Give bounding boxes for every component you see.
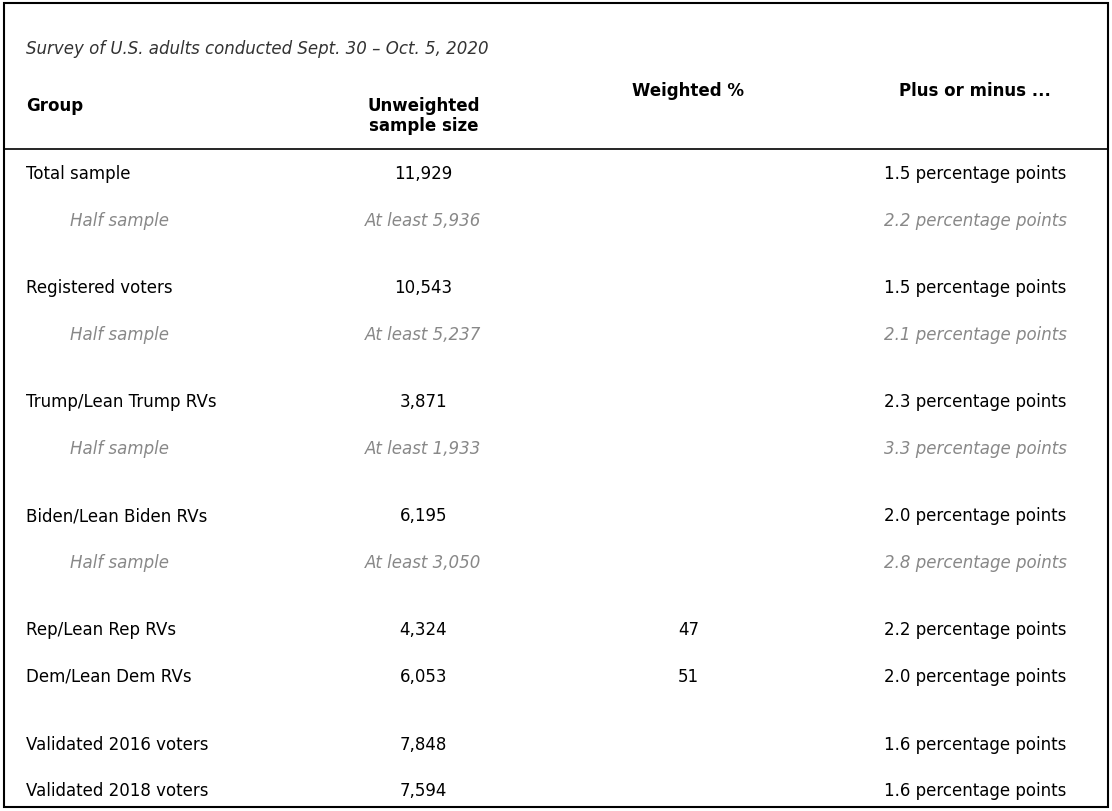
- Text: 4,324: 4,324: [399, 620, 447, 638]
- Text: Half sample: Half sample: [70, 553, 169, 571]
- Text: At least 3,050: At least 3,050: [366, 553, 481, 571]
- Text: 3.3 percentage points: 3.3 percentage points: [884, 440, 1066, 457]
- Text: 1.5 percentage points: 1.5 percentage points: [884, 279, 1066, 297]
- Text: 6,195: 6,195: [400, 507, 447, 525]
- Text: 2.2 percentage points: 2.2 percentage points: [884, 620, 1066, 638]
- Text: 2.2 percentage points: 2.2 percentage points: [884, 211, 1066, 230]
- Text: At least 5,237: At least 5,237: [366, 325, 481, 343]
- Text: 7,848: 7,848: [400, 735, 447, 753]
- Text: 2.0 percentage points: 2.0 percentage points: [884, 667, 1066, 685]
- Text: Half sample: Half sample: [70, 211, 169, 230]
- Text: Survey of U.S. adults conducted Sept. 30 – Oct. 5, 2020: Survey of U.S. adults conducted Sept. 30…: [27, 41, 489, 58]
- Text: Half sample: Half sample: [70, 440, 169, 457]
- Text: 2.0 percentage points: 2.0 percentage points: [884, 507, 1066, 525]
- Text: 7,594: 7,594: [400, 781, 447, 799]
- Text: Total sample: Total sample: [27, 165, 131, 182]
- Text: 11,929: 11,929: [395, 165, 453, 182]
- Text: Dem/Lean Dem RVs: Dem/Lean Dem RVs: [27, 667, 192, 685]
- Text: 10,543: 10,543: [395, 279, 453, 297]
- Text: Validated 2018 voters: Validated 2018 voters: [27, 781, 209, 799]
- Text: 47: 47: [678, 620, 699, 638]
- Text: 6,053: 6,053: [400, 667, 447, 685]
- Text: Rep/Lean Rep RVs: Rep/Lean Rep RVs: [27, 620, 177, 638]
- Text: Plus or minus ...: Plus or minus ...: [900, 82, 1051, 100]
- Text: Group: Group: [27, 97, 83, 114]
- Text: Biden/Lean Biden RVs: Biden/Lean Biden RVs: [27, 507, 208, 525]
- Text: 2.8 percentage points: 2.8 percentage points: [884, 553, 1066, 571]
- Text: Unweighted
sample size: Unweighted sample size: [367, 97, 479, 135]
- Text: Half sample: Half sample: [70, 325, 169, 343]
- Text: Trump/Lean Trump RVs: Trump/Lean Trump RVs: [27, 393, 217, 410]
- Text: Validated 2016 voters: Validated 2016 voters: [27, 735, 209, 753]
- Text: Registered voters: Registered voters: [27, 279, 172, 297]
- Text: 2.3 percentage points: 2.3 percentage points: [884, 393, 1066, 410]
- Text: 1.6 percentage points: 1.6 percentage points: [884, 781, 1066, 799]
- Text: 1.6 percentage points: 1.6 percentage points: [884, 735, 1066, 753]
- Text: 51: 51: [678, 667, 699, 685]
- Text: At least 5,936: At least 5,936: [366, 211, 481, 230]
- Text: At least 1,933: At least 1,933: [366, 440, 481, 457]
- Text: 3,871: 3,871: [399, 393, 447, 410]
- Text: 1.5 percentage points: 1.5 percentage points: [884, 165, 1066, 182]
- Text: 2.1 percentage points: 2.1 percentage points: [884, 325, 1066, 343]
- Text: Weighted %: Weighted %: [633, 82, 744, 100]
